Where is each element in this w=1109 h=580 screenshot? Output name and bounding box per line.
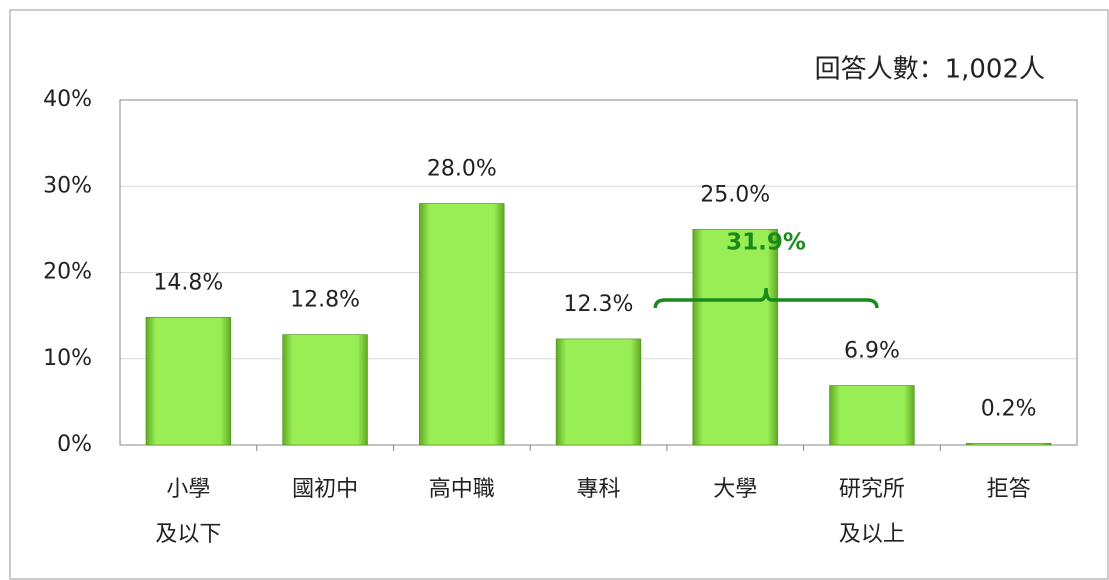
x-tick-label: 研究所 [839, 477, 905, 502]
bar [692, 229, 778, 446]
x-tick-label: 及以上 [839, 522, 905, 547]
bar [829, 385, 915, 446]
x-tick-label: 拒答 [987, 477, 1031, 502]
value-label: 28.0% [427, 157, 497, 182]
bracket-label: 31.9% [726, 230, 806, 256]
x-tick-label: 專科 [576, 477, 620, 502]
value-label: 6.9% [844, 338, 900, 363]
x-tick-label: 高中職 [429, 477, 495, 502]
frame [9, 9, 1109, 580]
bar [555, 338, 642, 446]
y-tick-label: 30% [43, 173, 92, 198]
y-tick-label: 0% [57, 432, 92, 457]
y-tick-label: 10% [43, 346, 92, 371]
annotation: 回答人數：1,002人 [815, 55, 1045, 85]
bar [965, 442, 1052, 446]
value-label: 14.8% [153, 270, 223, 295]
bracket [653, 287, 879, 309]
y-tick-label: 20% [43, 260, 92, 285]
value-label: 12.3% [564, 292, 634, 317]
bar [145, 317, 232, 446]
value-label: 0.2% [981, 396, 1037, 421]
x-tick-label: 國初中 [292, 477, 358, 502]
value-label: 12.8% [290, 288, 360, 313]
value-label: 25.0% [700, 182, 770, 207]
bar [419, 203, 505, 446]
x-tick-label: 小學 [166, 477, 210, 502]
x-tick-label: 及以下 [155, 522, 221, 547]
y-tick-label: 40% [43, 87, 92, 112]
bar [282, 334, 368, 446]
x-tick-label: 大學 [713, 477, 757, 502]
